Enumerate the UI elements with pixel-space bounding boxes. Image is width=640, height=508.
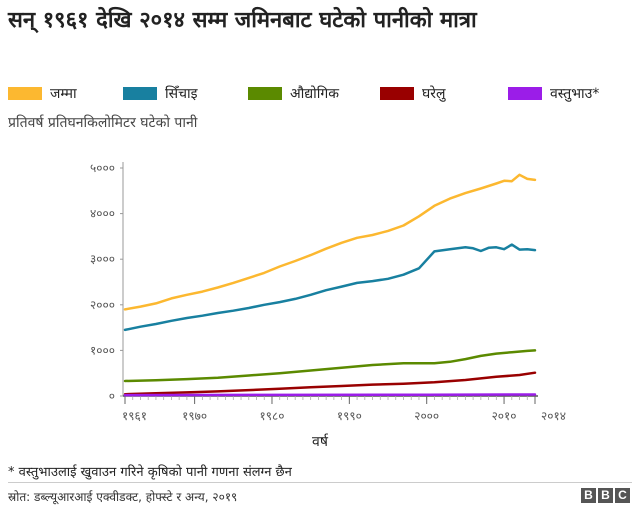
y-tick-label: ३०००: [90, 252, 115, 266]
legend-swatch-domestic: [380, 86, 414, 100]
legend-swatch-irrigation: [123, 86, 157, 100]
x-tick-label: १९८०: [259, 409, 284, 423]
bbc-logo-letter: B: [581, 488, 596, 503]
legend-swatch-livestock: [508, 86, 542, 100]
legend-label-industrial: औद्योगिक: [290, 85, 340, 102]
x-tick-label: २०००: [414, 409, 439, 423]
y-tick-label: ०: [109, 389, 115, 403]
bbc-logo-letter: C: [615, 488, 630, 503]
footnote: * वस्तुभाउलाई खुवाउन गरिने कृषिको पानी ग…: [8, 465, 292, 480]
legend-item-domestic: घरेलु: [380, 82, 446, 104]
y-tick-label: ५०००: [90, 161, 115, 175]
legend-label-livestock: वस्तुभाउ*: [550, 85, 600, 102]
legend-item-livestock: वस्तुभाउ*: [508, 82, 599, 104]
legend-swatch-total: [8, 86, 42, 100]
series-line-1: [123, 243, 537, 332]
legend-item-industrial: औद्योगिक: [248, 82, 339, 104]
x-axis-title: वर्ष: [312, 433, 329, 450]
chart-subtitle: प्रतिवर्ष प्रतिघनकिलोमिटर घटेको पानी: [8, 115, 198, 131]
legend-item-total: जम्मा: [8, 82, 77, 104]
x-tick-label: १९७०: [182, 409, 207, 423]
series-line-0: [123, 173, 537, 311]
bbc-logo: B B C: [581, 488, 630, 503]
legend-label-domestic: घरेलु: [422, 85, 446, 102]
y-tick-label: ४०००: [90, 207, 115, 221]
footer-divider: [8, 482, 632, 483]
x-tick-label: २०१०: [492, 409, 517, 423]
x-tick-label: २०१४: [541, 409, 566, 423]
legend-label-total: जम्मा: [50, 85, 77, 102]
series-line-3: [123, 371, 537, 396]
bbc-logo-letter: B: [598, 488, 613, 503]
line-chart: ० १००० २००० ३००० ४००० ५००० १९६१ १९७० १९८० १९९० २००…: [90, 161, 566, 450]
x-tick-label: १९९०: [337, 409, 362, 423]
chart-title: सन् १९६१ देखि २०१४ सम्म जमिनबाट घटेको पा…: [8, 8, 477, 33]
y-tick-label: १०००: [90, 343, 115, 357]
source-note: स्रोत: डब्ल्यूआरआई एक्वीडक्ट, होफ्स्टे र…: [8, 490, 238, 504]
legend: जम्मा सिँचाइ औद्योगिक घरेलु वस्तुभाउ*: [8, 82, 638, 104]
x-tick-label: १९६१: [122, 409, 147, 423]
y-tick-label: २०००: [90, 298, 115, 312]
legend-label-irrigation: सिँचाइ: [165, 85, 198, 102]
legend-item-irrigation: सिँचाइ: [123, 82, 197, 104]
legend-swatch-industrial: [248, 86, 282, 100]
series-line-4: [123, 393, 537, 397]
series-line-2: [123, 349, 537, 383]
